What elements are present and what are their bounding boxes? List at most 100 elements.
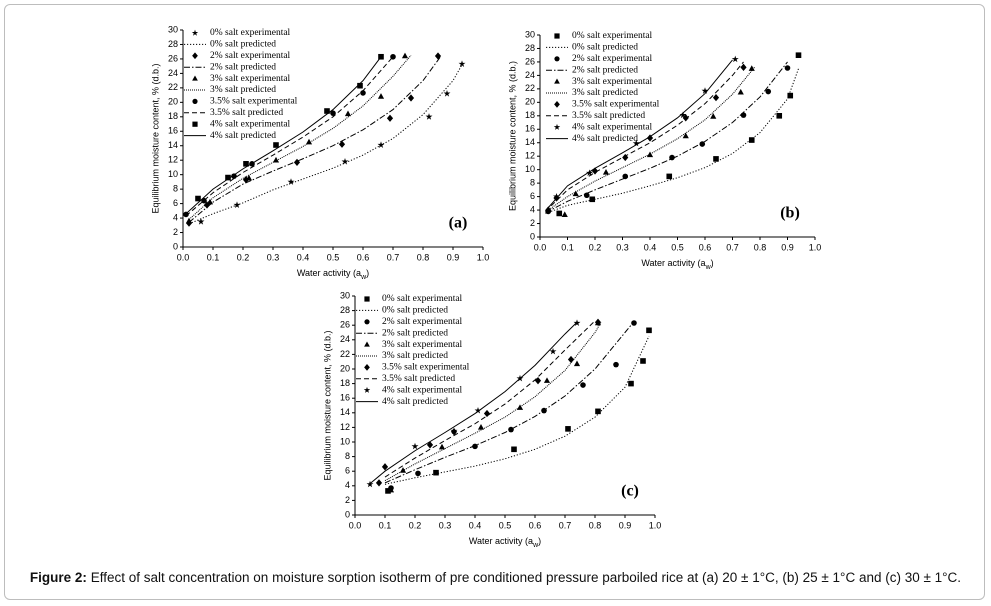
y-tick-label: 8 <box>345 451 350 461</box>
data-point <box>586 169 593 176</box>
legend-marker <box>554 56 560 62</box>
x-tick-label: 0.0 <box>534 242 547 252</box>
data-point <box>508 426 514 433</box>
data-point <box>628 380 634 387</box>
data-point <box>438 443 446 450</box>
y-tick-label: 6 <box>530 191 535 201</box>
data-point <box>360 90 366 96</box>
x-tick-label: 0.6 <box>529 520 542 530</box>
data-point <box>646 151 654 158</box>
data-point <box>613 361 619 368</box>
data-point <box>195 195 201 202</box>
y-axis-label: Equilibrium moisture content, % (d.b.) <box>150 63 160 213</box>
y-tick-label: 4 <box>530 204 535 214</box>
legend-label: 3.5% salt predicted <box>572 111 645 121</box>
x-tick-label: 0.7 <box>559 520 572 530</box>
predicted-line <box>384 320 596 478</box>
x-tick-label: 1.0 <box>477 252 490 262</box>
y-tick-label: 14 <box>340 407 350 417</box>
data-point <box>573 360 581 367</box>
data-point <box>565 426 571 432</box>
x-tick-label: 0.0 <box>177 252 190 262</box>
data-point <box>231 173 237 179</box>
data-point <box>740 63 747 71</box>
y-tick-label: 6 <box>345 466 350 476</box>
data-point <box>458 60 466 67</box>
legend-label: 0% salt experimental <box>382 294 463 304</box>
data-point <box>443 90 451 97</box>
y-tick-label: 16 <box>168 126 178 136</box>
data-point <box>549 347 557 355</box>
data-point <box>474 406 482 414</box>
legend-label: 3.5% salt predicted <box>210 108 283 118</box>
y-tick-label: 0 <box>173 241 178 251</box>
legend-marker <box>364 296 370 302</box>
y-tick-label: 20 <box>525 97 535 107</box>
legend-label: 3.5% salt experimental <box>382 363 470 373</box>
legend-label: 3.5% salt predicted <box>382 374 455 384</box>
data-point <box>553 192 560 200</box>
legend-label: 0% salt experimental <box>572 31 653 41</box>
x-axis-label-text: Water activity (a <box>469 536 533 546</box>
panel-label: (c) <box>621 483 639 500</box>
x-tick-label: 0.2 <box>409 520 422 530</box>
y-tick-label: 24 <box>525 70 535 80</box>
y-tick-label: 6 <box>173 198 178 208</box>
legend-marker <box>554 101 560 108</box>
data-point <box>425 113 433 120</box>
data-point <box>206 198 214 205</box>
data-point <box>434 52 442 60</box>
data-point <box>433 469 439 476</box>
legend-label: 2% salt predicted <box>572 65 638 75</box>
legend-marker <box>364 319 370 325</box>
data-point <box>324 108 330 114</box>
predicted-line <box>545 68 799 214</box>
y-tick-label: 14 <box>168 140 178 150</box>
data-point <box>534 377 542 385</box>
data-point <box>411 442 419 450</box>
data-point <box>511 446 517 453</box>
data-point <box>287 178 295 185</box>
y-tick-label: 12 <box>340 422 350 432</box>
legend-marker <box>192 52 198 60</box>
x-tick-label: 1.0 <box>809 242 822 252</box>
y-tick-label: 18 <box>525 110 535 120</box>
legend-label: 4% salt experimental <box>210 119 291 129</box>
data-point <box>787 92 794 99</box>
panel-label: (b) <box>780 205 800 222</box>
x-tick-label: 0.6 <box>357 252 370 262</box>
y-tick-label: 26 <box>525 56 535 66</box>
data-point <box>632 139 640 147</box>
caption-text: Effect of salt concentration on moisture… <box>90 570 962 585</box>
y-tick-label: 10 <box>340 436 350 446</box>
data-point <box>795 52 802 58</box>
legend-label: 0% salt predicted <box>382 306 448 316</box>
y-tick-label: 10 <box>525 164 535 174</box>
predicted-line <box>545 61 744 212</box>
y-tick-label: 0 <box>530 231 535 241</box>
y-tick-label: 4 <box>173 212 178 222</box>
legend-marker <box>192 75 198 81</box>
x-axis-label-sub: w <box>532 542 539 549</box>
data-point <box>713 156 719 162</box>
data-point <box>273 142 279 148</box>
data-point <box>622 153 629 162</box>
x-tick-label: 0.1 <box>379 520 392 530</box>
x-tick-label: 0.5 <box>671 242 684 252</box>
predicted-line <box>545 61 788 214</box>
y-tick-label: 0 <box>345 509 350 519</box>
data-point <box>450 427 458 434</box>
legend-label: 0% salt predicted <box>210 40 276 50</box>
data-point <box>366 480 374 488</box>
x-tick-label: 0.4 <box>644 242 657 252</box>
data-point <box>330 110 336 116</box>
x-tick-label: 0.8 <box>754 242 767 252</box>
y-tick-label: 30 <box>525 29 535 39</box>
data-point <box>477 424 485 430</box>
data-point <box>516 404 524 410</box>
data-point <box>712 93 720 102</box>
data-point <box>631 320 637 326</box>
x-axis-label-sub: w <box>360 274 367 281</box>
data-point <box>385 488 391 494</box>
data-point <box>682 114 689 122</box>
